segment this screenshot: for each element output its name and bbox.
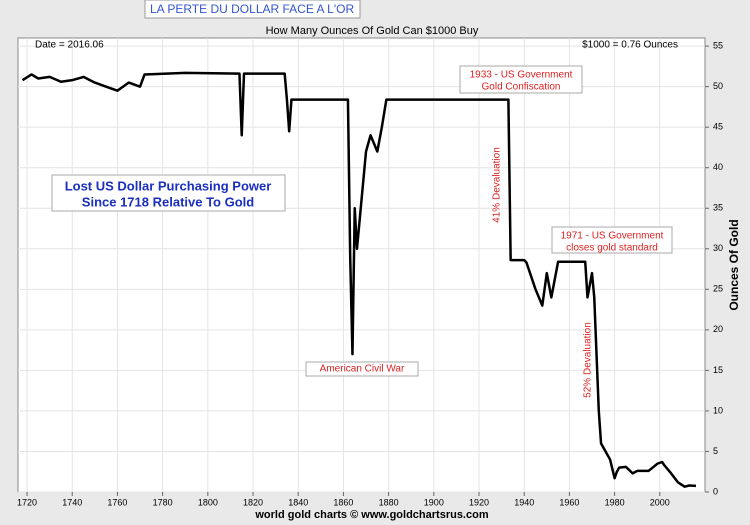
x-tick-label: 1820 [243,497,263,507]
y-tick-label: 55 [713,40,723,50]
annotation: Lost US Dollar Purchasing Power [65,178,272,193]
annotation-box [51,174,286,212]
annotation: Since 1718 Relative To Gold [82,194,254,209]
x-tick-label: 1940 [514,497,534,507]
x-tick-label: 1760 [107,497,127,507]
annotation: American Civil War [320,364,405,375]
y-tick-label: 50 [713,81,723,91]
x-tick-label: 1880 [379,497,399,507]
annotation: 1971 - US Government [561,231,664,242]
annotation: Date = 2016.06 [35,40,104,51]
header-box [144,0,361,19]
y-tick-label: 40 [713,162,723,172]
x-tick-label: 1960 [559,497,579,507]
annotation: 52% Devaluation [583,322,594,398]
y-tick-label: 35 [713,203,723,213]
annotation: $1000 = 0.76 Ounces [582,40,678,51]
y-tick-label: 30 [713,243,723,253]
annotation: closes gold standard [566,243,658,254]
y-tick-label: 10 [713,405,723,415]
x-tick-label: 1980 [605,497,625,507]
annotation-box [459,65,583,94]
annotation-box [551,226,673,254]
x-tick-label: 1780 [153,497,173,507]
y-tick-label: 20 [713,324,723,334]
header: LA PERTE DU DOLLAR FACE A L'OR [150,2,354,16]
x-tick-label: 1840 [288,497,308,507]
line-series [21,71,697,488]
x-tick-label: 1740 [62,497,82,507]
annotation: 1933 - US Government [470,70,573,81]
y-tick-label: 5 [713,446,718,456]
footer: world gold charts © www.goldchartsrus.co… [254,509,488,521]
y-tick-label: 0 [713,486,718,496]
y-tick-label: 15 [713,365,723,375]
x-tick-label: 2000 [650,497,670,507]
chart-title: How Many Ounces Of Gold Can $1000 Buy [266,25,479,37]
x-tick-label: 1720 [17,497,37,507]
x-tick-label: 1920 [469,497,489,507]
x-tick-label: 1900 [424,497,444,507]
y-tick-label: 45 [713,122,723,132]
x-tick-label: 1800 [198,497,218,507]
x-tick-label: 1860 [333,497,353,507]
annotation: 41% Devaluation [492,147,503,223]
annotation: Gold Confiscation [482,82,561,93]
plot-area [17,37,706,493]
y-axis-label: Ounces Of Gold [727,219,741,310]
annotation-box [305,361,419,377]
y-tick-label: 25 [713,284,723,294]
